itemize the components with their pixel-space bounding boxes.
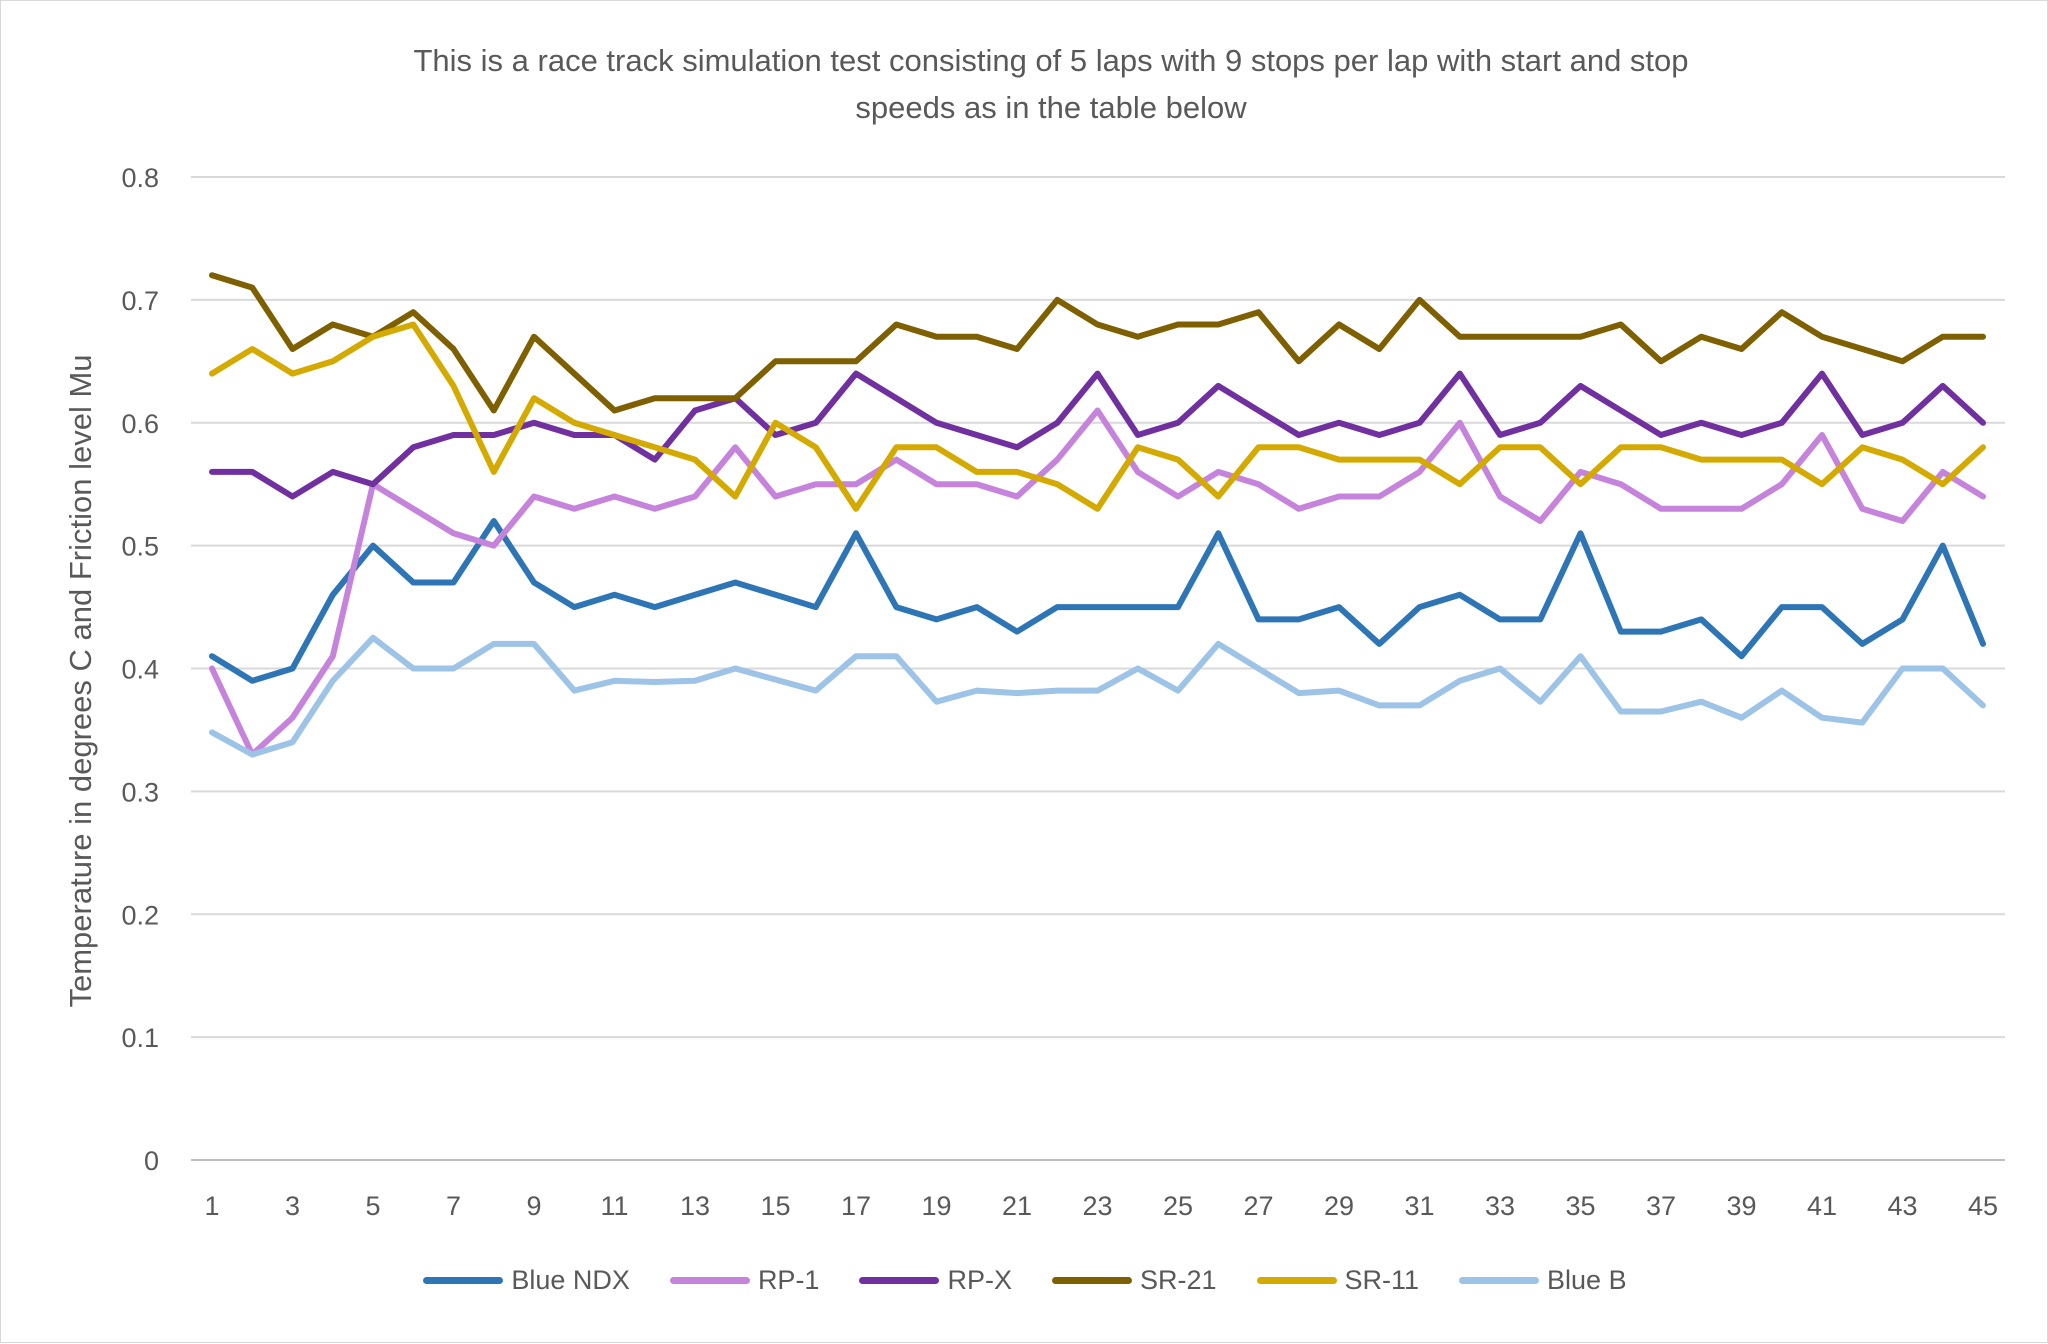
x-tick-label: 21 [1002, 1191, 1032, 1221]
legend-item: RP-X [859, 1265, 1012, 1296]
x-tick-label: 41 [1807, 1191, 1837, 1221]
series-line-sr-11 [209, 321, 1986, 512]
legend-label: RP-1 [757, 1265, 820, 1295]
chart-title: This is a race track simulation test con… [201, 37, 1901, 131]
legend-label: SR-11 [1344, 1265, 1420, 1295]
legend-item: Blue NDX [423, 1265, 630, 1296]
x-tick-label: 5 [365, 1191, 380, 1221]
legend-item: RP-1 [669, 1265, 820, 1296]
x-tick-label: 37 [1646, 1191, 1676, 1221]
x-tick-labels: 1 3 5 7 9 11 13 15 17 19 21 23 25 27 29 31 33 35 37 39 41 43 4… [204, 1191, 1998, 1221]
x-tick-label: 13 [680, 1191, 710, 1221]
x-tick-label: 9 [526, 1191, 541, 1221]
x-tick-label: 35 [1565, 1191, 1595, 1221]
x-tick-label: 39 [1726, 1191, 1756, 1221]
y-tick-labels: 0 0.1 0.2 0.3 0.4 0.5 0.6 0.7 0.8 [121, 163, 159, 1176]
legend-item: Blue B [1459, 1265, 1627, 1296]
series-line-blue-ndx [209, 518, 1986, 684]
legend-label: SR-21 [1139, 1265, 1217, 1295]
x-tick-label: 25 [1163, 1191, 1193, 1221]
legend: Blue NDX RP-1 RP-X SR-21 SR-11 Blue B [1, 1265, 2048, 1296]
legend-item: SR-21 [1051, 1265, 1217, 1296]
x-tick-label: 15 [760, 1191, 790, 1221]
legend-item: SR-11 [1256, 1265, 1420, 1296]
series-line-rp-1 [209, 407, 1986, 758]
x-tick-label: 43 [1887, 1191, 1917, 1221]
y-tick-label: 0.8 [121, 163, 159, 193]
x-tick-label: 33 [1485, 1191, 1515, 1221]
x-tick-label: 7 [446, 1191, 461, 1221]
y-tick-label: 0.1 [121, 1023, 159, 1053]
legend-label: Blue B [1547, 1265, 1627, 1295]
legend-swatch [1459, 1277, 1540, 1284]
y-tick-label: 0.6 [121, 409, 159, 439]
y-tick-label: 0.3 [121, 777, 159, 807]
x-tick-label: 27 [1243, 1191, 1273, 1221]
x-tick-label: 1 [204, 1191, 219, 1221]
legend-label: RP-X [947, 1265, 1012, 1295]
x-tick-label: 3 [285, 1191, 300, 1221]
x-tick-label: 19 [921, 1191, 951, 1221]
x-tick-label: 45 [1968, 1191, 1998, 1221]
legend-swatch [423, 1277, 504, 1284]
chart-title-line-1: This is a race track simulation test con… [413, 43, 1689, 78]
x-tick-label: 23 [1082, 1191, 1112, 1221]
x-tick-label: 11 [600, 1191, 628, 1221]
chart-title-line-2: speeds as in the table below [855, 90, 1247, 125]
series-line-blue-b [209, 634, 1986, 758]
x-tick-label: 29 [1324, 1191, 1354, 1221]
x-tick-label: 17 [841, 1191, 871, 1221]
legend-swatch [1051, 1277, 1132, 1284]
series-line-sr-21 [209, 272, 1986, 414]
series-line-rp-x [209, 370, 1986, 500]
y-tick-label: 0.2 [121, 900, 159, 930]
legend-swatch [669, 1277, 750, 1284]
legend-label: Blue NDX [511, 1265, 630, 1295]
y-tick-label: 0 [144, 1146, 159, 1176]
x-tick-label: 31 [1404, 1191, 1434, 1221]
legend-swatch [859, 1277, 940, 1284]
y-tick-label: 0.4 [121, 655, 159, 685]
y-tick-label: 0.7 [121, 286, 159, 316]
series-lines [209, 272, 1986, 758]
legend-swatch [1256, 1277, 1337, 1284]
y-tick-label: 0.5 [121, 532, 159, 562]
